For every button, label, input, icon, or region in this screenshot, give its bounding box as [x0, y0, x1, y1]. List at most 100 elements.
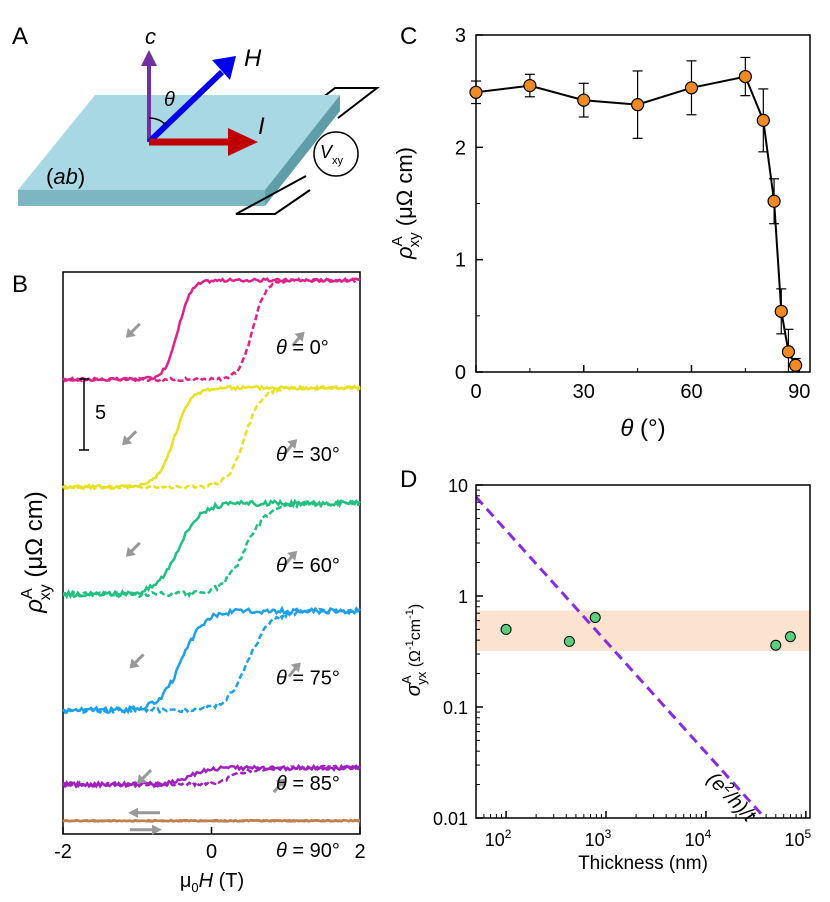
- c-ytick-label-1: 1: [455, 250, 466, 272]
- curve-sweep-up-0: [62, 277, 361, 383]
- panel-b: B θ = 0°θ = 30°θ = 60°θ = 75°θ = 85°θ = …: [12, 271, 366, 895]
- d-point-4: [784, 631, 796, 643]
- d-limit-line: [474, 495, 763, 816]
- panel-c-xlabel: θ (°): [620, 415, 665, 442]
- c-axis-label: c: [145, 24, 156, 49]
- h-field-arrow: [146, 69, 225, 145]
- c-point-0: [469, 85, 483, 99]
- curve-sweep-down-0: [62, 277, 361, 383]
- curve-sweep-down-3: [62, 605, 362, 715]
- d-ytick-label-2: 1: [458, 587, 468, 607]
- theta-label: θ: [164, 89, 175, 111]
- plane-label: (ab): [46, 164, 85, 189]
- panel-label-d: D: [400, 466, 417, 493]
- d-ytick-label-0: 0.01: [433, 809, 468, 829]
- panel-b-ylabel: ρAxy (μΩ cm): [19, 491, 54, 614]
- panel-b-angle-labels: θ = 0° θ = 30° θ = 60° θ = 75° θ = 85° θ = 90…: [276, 337, 340, 862]
- d-ytick-label-1: 0.1: [443, 698, 468, 718]
- sweep-arrowhead-up-2: [287, 550, 298, 561]
- c-series-line: [475, 75, 797, 366]
- current-arrowhead: [228, 128, 258, 156]
- c-ytick-label-0: 0: [455, 362, 466, 384]
- c-xtick-label-2: 60: [680, 381, 702, 403]
- d-xtick-label-0: 102: [485, 827, 512, 850]
- scale-bar-label: 5: [95, 402, 106, 424]
- panel-b-x-ticks: -2 0 2: [54, 827, 366, 863]
- panel-c-ylabel: ρAxy (μΩ cm): [389, 147, 423, 260]
- panel-label-a: A: [12, 23, 28, 50]
- panel-label-b: B: [12, 271, 28, 298]
- sweep-arrowhead-down-4: [136, 774, 147, 785]
- d-point-1: [563, 635, 575, 647]
- angle-label-3: θ = 75°: [276, 667, 340, 689]
- c-point-10: [789, 358, 803, 372]
- curve-sweep-up-1: [62, 384, 361, 491]
- panel-c: C 0 30 60 90 0 1 2 3 θ (°) ρAxy (μΩ cm): [389, 23, 811, 442]
- curve-sweep-up-2: [62, 498, 361, 599]
- curve-sweep-down-2: [62, 498, 361, 600]
- d-xtick-label-1: 103: [585, 827, 612, 850]
- c-ytick-label-2: 2: [455, 137, 466, 159]
- panel-d-data: (e2/h)/t: [474, 495, 796, 827]
- h-field-label: H: [244, 45, 262, 72]
- b-xtick-label-2: 2: [354, 841, 365, 863]
- b-xtick-label-1: 0: [206, 841, 217, 863]
- sweep-arrowhead-right-5: [152, 824, 162, 835]
- panel-a: A Vxy c H θ I (ab): [12, 23, 380, 215]
- c-ytick-label-3: 3: [455, 25, 466, 47]
- curve-sweep-up-4: [62, 763, 361, 789]
- sweep-arrowhead-down-1: [122, 435, 133, 446]
- panel-d-axes: 102 103 104 105 0.01 0.1 1 10: [433, 476, 812, 850]
- c-point-1: [523, 78, 537, 93]
- angle-label-0: θ = 0°: [276, 337, 329, 359]
- panel-c-axes: 0 30 60 90 0 1 2 3: [455, 25, 810, 403]
- panel-d: D (e2/h)/t 102 103 104 105 0.01 0.1 1 10 Thickn…: [399, 466, 812, 874]
- c-axis-arrowhead: [141, 50, 157, 66]
- b-xtick-label-0: -2: [54, 841, 72, 863]
- panel-d-ylabel: σAyx (Ω-1cm-1): [399, 604, 429, 696]
- panel-d-band-group: [476, 610, 810, 651]
- theta-arc: [148, 117, 167, 126]
- h-field-arrowhead: [212, 56, 236, 80]
- d-ytick-label-3: 10: [448, 476, 468, 496]
- c-xtick-label-3: 90: [788, 381, 810, 403]
- crystal-plate-side: [265, 95, 340, 206]
- panel-b-xlabel: μ0H (T): [180, 870, 244, 895]
- c-point-4: [684, 81, 699, 95]
- c-point-7: [767, 194, 781, 208]
- d-xtick-label-2: 104: [685, 827, 712, 850]
- panel-d-xlabel: Thickness (nm): [578, 853, 708, 874]
- sweep-arrowhead-up-1: [287, 439, 298, 450]
- d-point-2: [589, 612, 601, 624]
- angle-label-5: θ = 90°: [276, 840, 340, 862]
- c-point-8: [774, 304, 788, 318]
- d-shaded-band: [476, 610, 810, 651]
- current-label: I: [258, 113, 265, 140]
- sweep-arrowhead-left-5: [128, 807, 138, 818]
- sweep-arrowhead-down-2: [125, 546, 136, 557]
- voltmeter-label: Vxy: [320, 142, 344, 167]
- d-point-3: [770, 639, 782, 651]
- c-point-5: [738, 69, 752, 84]
- sweep-arrowhead-up-4: [276, 778, 287, 789]
- d-xtick-label-3: 105: [785, 827, 812, 850]
- sweep-arrowhead-down-3: [129, 658, 140, 669]
- angle-label-2: θ = 60°: [276, 555, 340, 577]
- curve-sweep-down-1: [61, 384, 361, 491]
- voltmeter-circle: [313, 131, 359, 177]
- sweep-arrowhead-up-0: [294, 331, 305, 342]
- angle-label-1: θ = 30°: [276, 444, 340, 466]
- panel-c-data: [469, 56, 803, 373]
- d-point-0: [500, 623, 512, 635]
- angle-label-4: θ = 85°: [276, 773, 340, 795]
- c-point-3: [631, 98, 645, 112]
- curve-sweep-up-3: [61, 606, 361, 716]
- c-xtick-label-1: 30: [573, 381, 595, 403]
- panel-d-frame: [475, 484, 811, 819]
- panel-label-c: C: [400, 23, 417, 50]
- crystal-plate-front: [18, 190, 265, 206]
- c-point-9: [781, 345, 796, 359]
- c-point-2: [577, 93, 591, 107]
- sweep-arrowhead-up-3: [290, 662, 301, 673]
